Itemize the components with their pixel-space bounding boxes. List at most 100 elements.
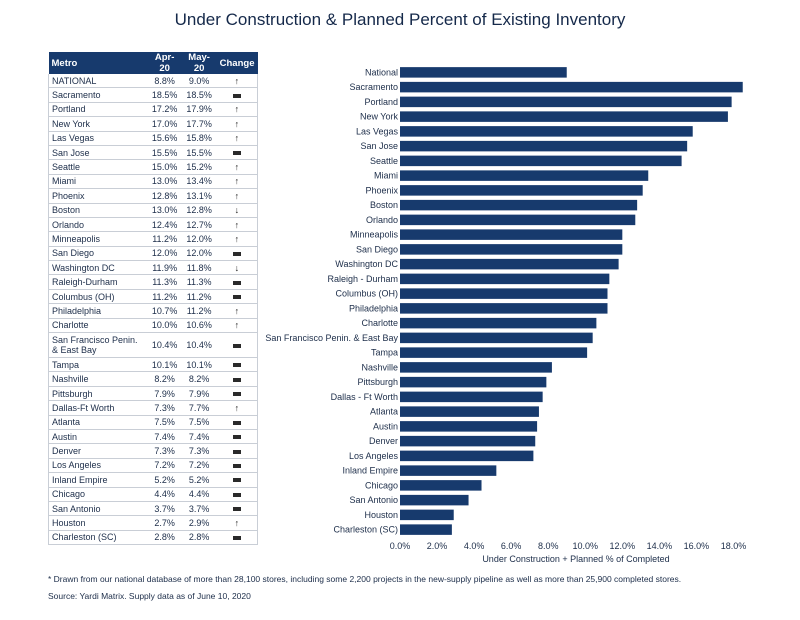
table-row: Dallas-Ft Worth 7.3% 7.7% ↑ bbox=[47, 400, 258, 416]
change-cell bbox=[216, 145, 258, 161]
change-cell bbox=[216, 371, 258, 387]
apr-cell: 2.8% bbox=[147, 530, 182, 546]
arrow-up-icon: ↑ bbox=[234, 133, 240, 144]
metro-cell: Denver bbox=[47, 443, 148, 459]
apr-cell: 7.4% bbox=[147, 429, 182, 445]
may-cell: 7.3% bbox=[181, 443, 217, 459]
bar bbox=[400, 450, 534, 462]
table-row: Chicago 4.4% 4.4% bbox=[47, 487, 258, 502]
table-row: Sacramento 18.5% 18.5% bbox=[47, 87, 258, 103]
table-row: Las Vegas 15.6% 15.8% ↑ bbox=[47, 131, 258, 146]
change-cell bbox=[216, 357, 258, 373]
metro-cell: Pittsburgh bbox=[47, 386, 148, 402]
header-metro: Metro bbox=[48, 52, 148, 74]
x-tick-label: 8.0% bbox=[538, 541, 559, 551]
x-tick-label: 0.0% bbox=[390, 541, 411, 551]
table-row: Inland Empire 5.2% 5.2% bbox=[47, 472, 258, 488]
table-row: Seattle 15.0% 15.2% ↑ bbox=[47, 159, 258, 175]
change-cell bbox=[216, 458, 258, 474]
may-cell: 13.1% bbox=[181, 188, 217, 204]
may-cell: 11.2% bbox=[181, 303, 217, 319]
category-label: Washington DC bbox=[335, 259, 398, 269]
apr-cell: 7.9% bbox=[147, 386, 182, 402]
apr-cell: 8.8% bbox=[147, 74, 182, 89]
metro-cell: Boston bbox=[47, 203, 148, 218]
table-row: Philadelphia 10.7% 11.2% ↑ bbox=[47, 303, 258, 319]
may-cell: 17.9% bbox=[181, 102, 217, 118]
no-change-icon bbox=[232, 295, 241, 300]
change-cell bbox=[216, 87, 258, 103]
table-row: Nashville 8.2% 8.2% bbox=[47, 371, 258, 387]
apr-cell: 15.5% bbox=[147, 145, 182, 161]
table-row: Phoenix 12.8% 13.1% ↑ bbox=[47, 188, 258, 204]
metro-cell: San Antonio bbox=[47, 501, 148, 517]
apr-cell: 3.7% bbox=[147, 501, 182, 517]
may-cell: 13.4% bbox=[181, 174, 217, 190]
category-label: Dallas - Ft Worth bbox=[331, 392, 398, 402]
arrow-up-icon: ↑ bbox=[234, 518, 240, 529]
bar bbox=[400, 81, 743, 93]
table-row: San Diego 12.0% 12.0% bbox=[47, 246, 258, 262]
apr-cell: 17.0% bbox=[147, 116, 182, 132]
change-cell bbox=[216, 246, 258, 262]
apr-cell: 10.4% bbox=[147, 332, 182, 359]
no-change-icon bbox=[232, 464, 241, 469]
apr-cell: 15.6% bbox=[147, 131, 182, 146]
arrow-up-icon: ↑ bbox=[234, 104, 240, 115]
bar bbox=[400, 140, 688, 152]
change-cell bbox=[216, 332, 258, 359]
may-cell: 17.7% bbox=[181, 116, 217, 132]
metro-cell: Orlando bbox=[47, 217, 148, 233]
category-label: National bbox=[365, 67, 398, 77]
bar bbox=[400, 170, 649, 181]
change-cell: ↑ bbox=[216, 174, 258, 190]
metro-cell: Charleston (SC) bbox=[47, 530, 148, 546]
may-cell: 12.0% bbox=[181, 246, 217, 262]
bar bbox=[400, 362, 552, 373]
table-row: Orlando 12.4% 12.7% ↑ bbox=[47, 217, 258, 233]
may-cell: 2.9% bbox=[181, 515, 217, 531]
category-label: Los Angeles bbox=[349, 451, 399, 461]
metro-cell: Austin bbox=[47, 429, 148, 445]
bar bbox=[400, 185, 643, 196]
no-change-icon bbox=[232, 280, 241, 285]
metro-cell: Las Vegas bbox=[47, 131, 148, 146]
table-row: Columbus (OH) 11.2% 11.2% bbox=[47, 289, 258, 305]
table-row: Los Angeles 7.2% 7.2% bbox=[47, 458, 258, 474]
bar bbox=[400, 435, 536, 447]
bar bbox=[400, 126, 693, 137]
bar bbox=[400, 406, 539, 417]
apr-cell: 7.3% bbox=[147, 400, 182, 416]
arrow-up-icon: ↑ bbox=[234, 233, 240, 244]
category-label: Charlotte bbox=[361, 318, 398, 328]
table-row: Raleigh-Durham 11.3% 11.3% bbox=[47, 274, 258, 290]
arrow-up-icon: ↑ bbox=[234, 305, 240, 316]
metro-cell: Phoenix bbox=[47, 188, 148, 204]
table-row: Austin 7.4% 7.4% bbox=[47, 429, 258, 445]
table-row: Charlotte 10.0% 10.6% ↑ bbox=[47, 318, 258, 334]
may-cell: 3.7% bbox=[181, 501, 217, 517]
bar bbox=[400, 524, 452, 535]
no-change-icon bbox=[232, 478, 241, 483]
table-row: San Francisco Penin. & East Bay 10.4% 10.4… bbox=[47, 332, 258, 359]
may-cell: 11.3% bbox=[181, 274, 217, 290]
category-label: Atlanta bbox=[370, 407, 398, 417]
category-label: Seattle bbox=[370, 156, 398, 166]
change-cell bbox=[216, 487, 258, 502]
may-cell: 7.9% bbox=[181, 386, 217, 402]
apr-cell: 11.3% bbox=[147, 274, 182, 290]
category-label: Raleigh - Durham bbox=[327, 274, 398, 284]
change-cell bbox=[216, 530, 258, 546]
metro-cell: Inland Empire bbox=[47, 472, 148, 488]
header-change: Change bbox=[216, 52, 258, 74]
metro-cell: Tampa bbox=[47, 357, 148, 373]
change-cell: ↑ bbox=[216, 318, 258, 334]
apr-cell: 10.7% bbox=[147, 303, 182, 319]
change-cell bbox=[216, 274, 258, 290]
metro-table: Metro Apr-20 May-20 Change NATIONAL 8.8% 9… bbox=[47, 52, 258, 546]
table-row: Pittsburgh 7.9% 7.9% bbox=[47, 386, 258, 402]
arrow-up-icon: ↑ bbox=[234, 162, 240, 173]
no-change-icon bbox=[232, 507, 241, 512]
bar bbox=[400, 67, 567, 78]
category-label: Chicago bbox=[365, 480, 398, 490]
